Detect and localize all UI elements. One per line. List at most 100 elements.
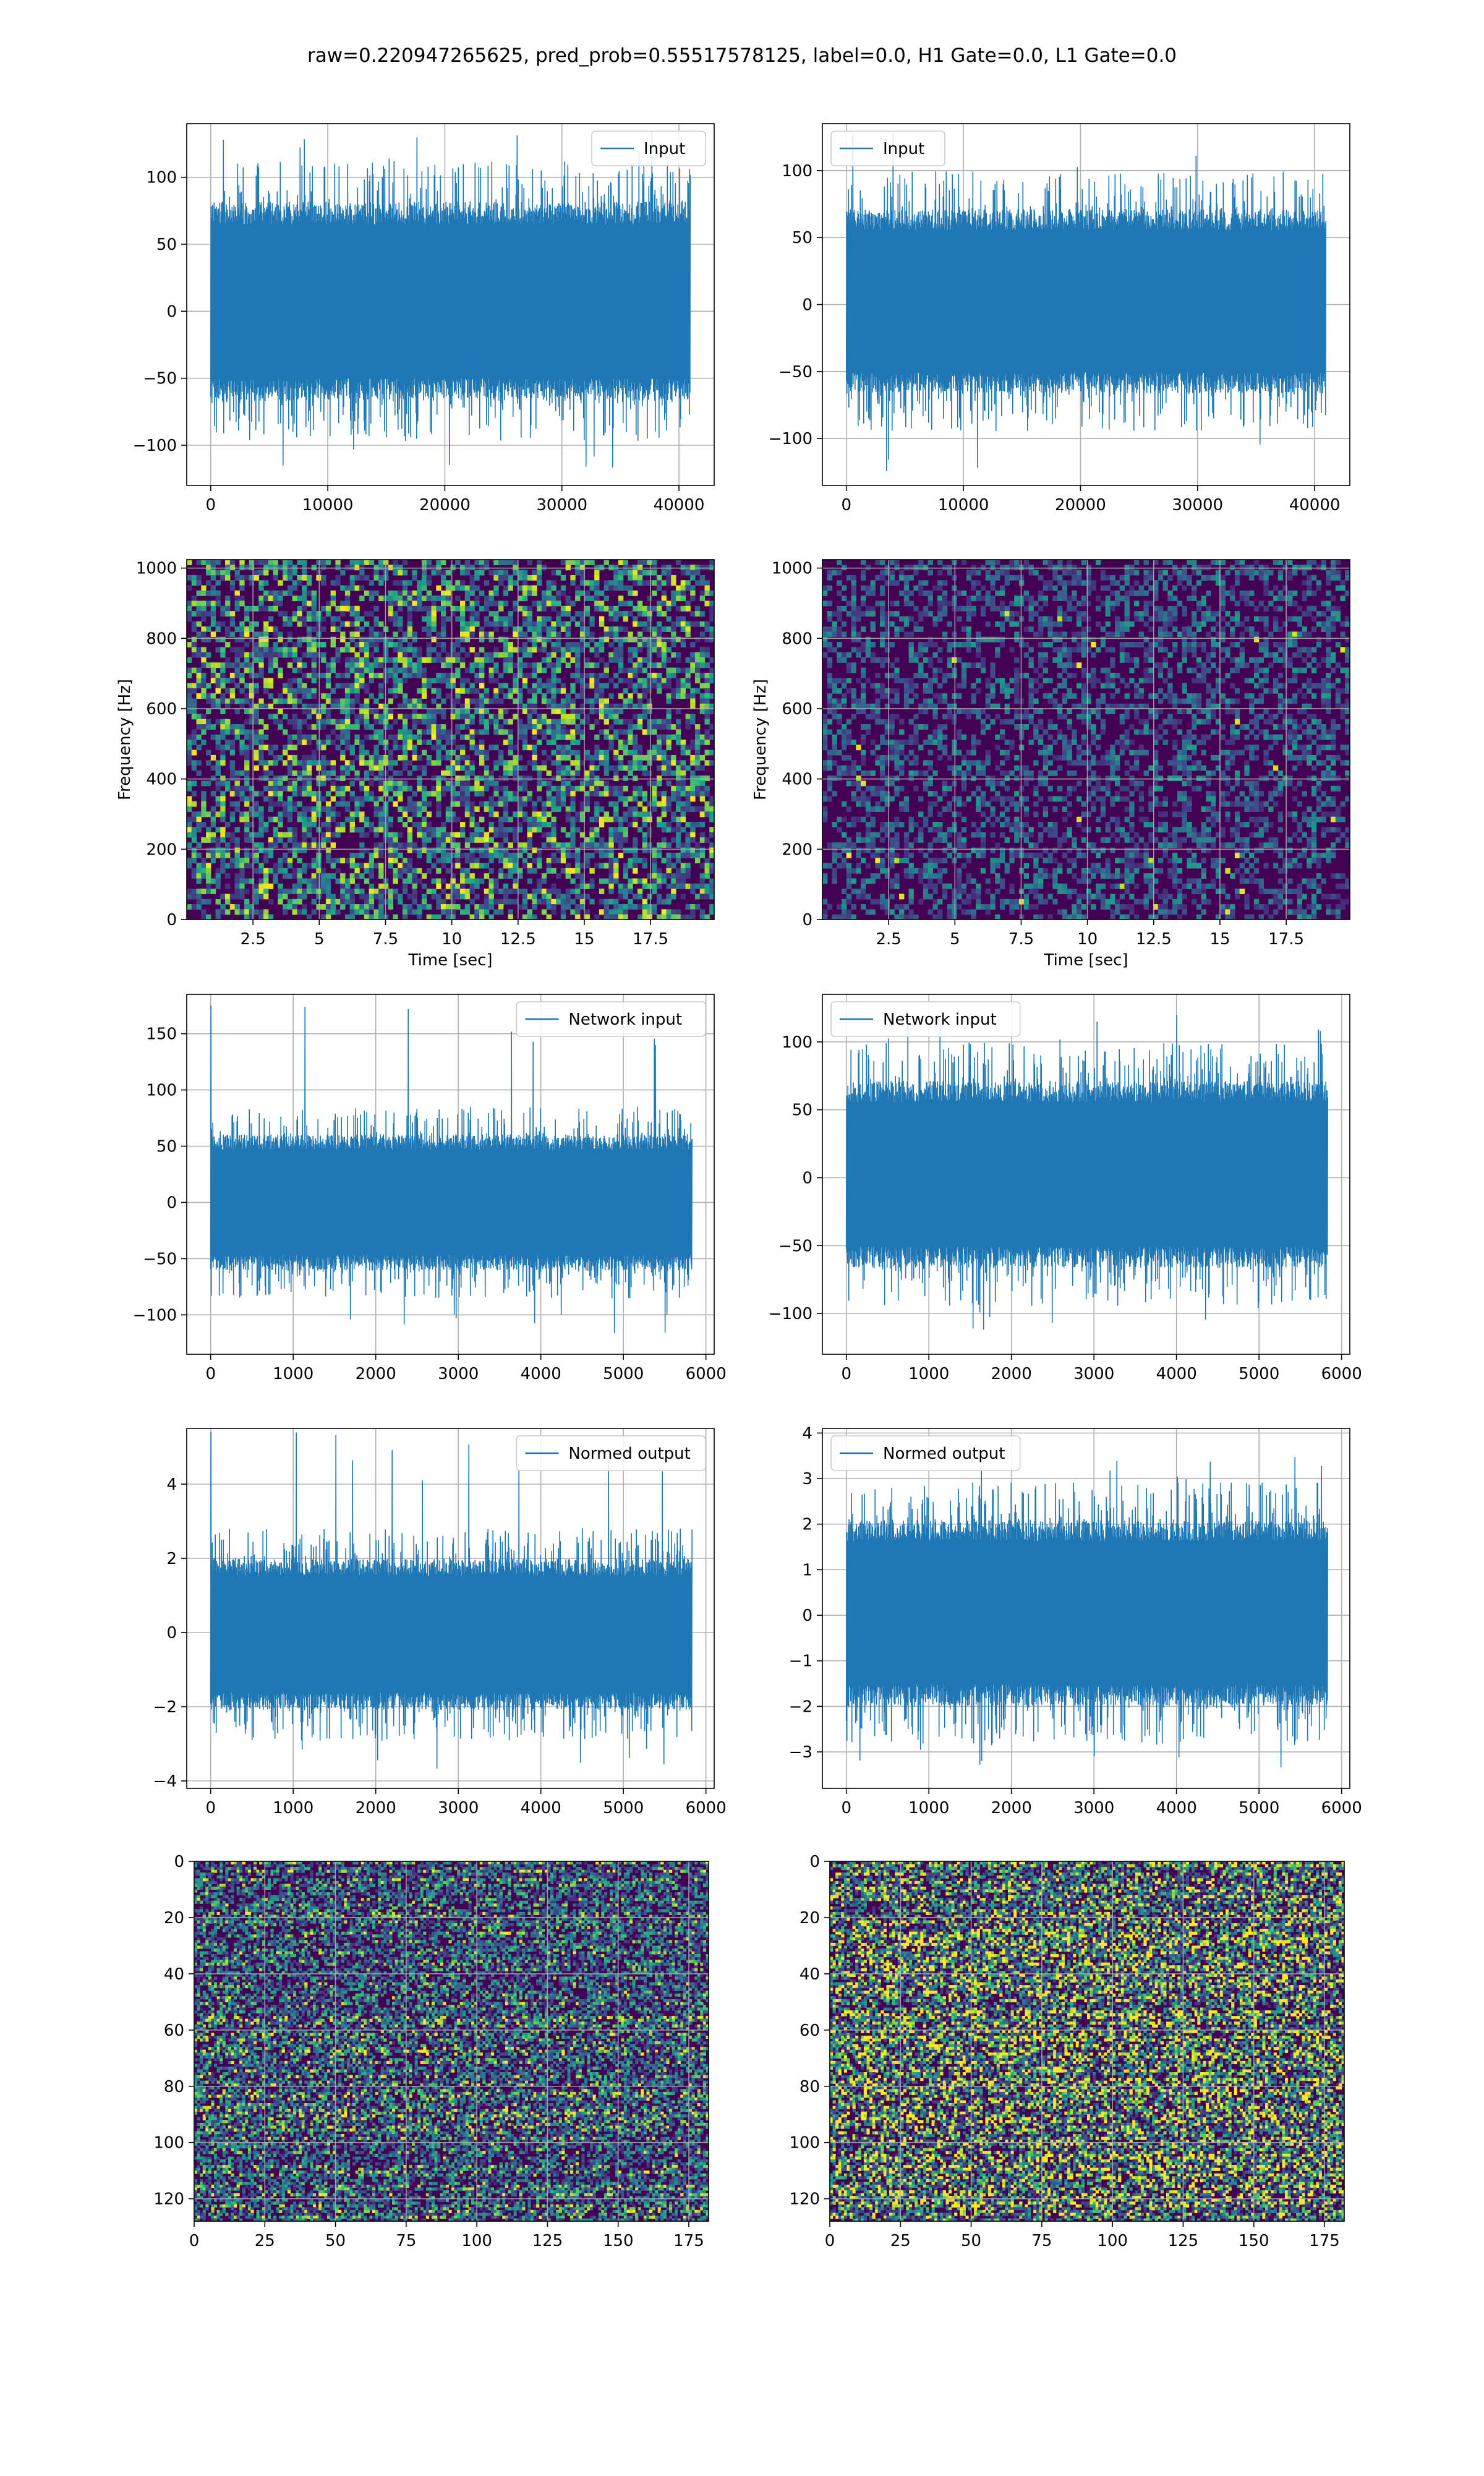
y-tick-label: 0: [166, 302, 177, 321]
x-tick-label: 4000: [521, 1799, 561, 1817]
x-axis-label: Time [sec]: [1043, 951, 1128, 970]
y-tick-label: −50: [143, 370, 177, 388]
x-tick-label: 75: [1031, 2232, 1052, 2250]
y-tick-label: 40: [800, 1965, 820, 1984]
y-tick-label: −4: [153, 1772, 177, 1791]
y-tick-label: −50: [778, 1237, 812, 1255]
legend-label: Network input: [568, 1010, 682, 1029]
y-tick-label: 50: [792, 1101, 812, 1120]
x-tick-label: 10: [441, 930, 462, 949]
y-tick-label: 400: [782, 771, 812, 789]
figure-title: raw=0.220947265625, pred_prob=0.55517578…: [307, 45, 1177, 67]
x-tick-label: 10: [1077, 930, 1098, 949]
x-tick-label: 10000: [938, 496, 989, 514]
y-tick-label: 2: [166, 1550, 177, 1568]
y-tick-label: 0: [166, 1193, 177, 1212]
x-tick-label: 5000: [603, 1799, 644, 1817]
x-tick-label: 17.5: [1268, 930, 1304, 949]
x-tick-label: 0: [205, 496, 216, 514]
y-tick-label: 0: [809, 1853, 820, 1871]
legend-label: Input: [644, 140, 685, 158]
x-tick-label: 7.5: [373, 930, 398, 949]
y-tick-label: −100: [769, 430, 812, 448]
x-tick-label: 25: [255, 2232, 275, 2250]
x-tick-label: 30000: [1172, 496, 1223, 514]
legend-label: Network input: [883, 1010, 997, 1029]
x-tick-label: 3000: [438, 1365, 479, 1383]
x-tick-label: 0: [205, 1365, 216, 1383]
legend: Normed output: [516, 1436, 706, 1471]
y-tick-label: −100: [133, 437, 177, 455]
y-tick-label: 80: [800, 2078, 820, 2096]
y-tick-label: 120: [153, 2190, 184, 2209]
y-tick-label: 150: [146, 1025, 177, 1044]
y-tick-label: 20: [800, 1909, 820, 1927]
y-tick-label: 60: [164, 2021, 184, 2040]
y-tick-label: 0: [174, 1853, 184, 1871]
y-tick-label: 200: [146, 840, 177, 859]
y-tick-label: 100: [789, 2134, 820, 2153]
x-tick-label: 17.5: [633, 930, 668, 949]
x-tick-label: 10000: [302, 496, 354, 514]
y-tick-label: 0: [802, 1169, 812, 1187]
y-tick-label: 100: [782, 162, 812, 181]
y-tick-label: −50: [143, 1250, 177, 1268]
x-tick-label: 15: [574, 930, 594, 949]
series-core-band: [846, 1542, 1328, 1685]
y-tick-label: 120: [789, 2190, 820, 2209]
y-tick-label: −100: [133, 1306, 177, 1325]
series-core-band: [846, 230, 1326, 372]
y-tick-label: 100: [153, 2134, 184, 2153]
x-tick-label: 12.5: [1136, 930, 1172, 949]
x-tick-label: 150: [603, 2232, 634, 2250]
y-tick-label: 800: [782, 630, 812, 648]
series-core-band: [211, 1150, 692, 1255]
x-tick-label: 12.5: [500, 930, 536, 949]
legend: Normed output: [831, 1436, 1020, 1471]
x-tick-label: 6000: [1321, 1365, 1362, 1383]
y-tick-label: −50: [778, 363, 812, 382]
x-tick-label: 40000: [1289, 496, 1341, 514]
x-tick-label: 25: [890, 2232, 911, 2250]
y-tick-label: 100: [146, 169, 177, 187]
series-core-band: [846, 1102, 1328, 1246]
x-tick-label: 0: [841, 496, 851, 514]
x-tick-label: 5000: [1239, 1365, 1279, 1383]
y-tick-label: 0: [802, 911, 812, 929]
x-tick-label: 6000: [686, 1799, 727, 1817]
x-tick-label: 5000: [603, 1365, 644, 1383]
y-tick-label: −2: [789, 1697, 812, 1716]
y-tick-label: −1: [789, 1652, 812, 1671]
x-tick-label: 20000: [419, 496, 471, 514]
y-tick-label: 0: [802, 296, 812, 315]
legend-label: Normed output: [883, 1445, 1005, 1463]
x-tick-label: 50: [325, 2232, 346, 2250]
x-tick-label: 6000: [1321, 1799, 1362, 1817]
y-tick-label: 80: [164, 2078, 184, 2096]
y-tick-label: 0: [802, 1607, 812, 1625]
x-tick-label: 20000: [1055, 496, 1106, 514]
x-tick-label: 2.5: [876, 930, 901, 949]
x-tick-label: 0: [189, 2232, 200, 2250]
series-core-band: [211, 1576, 692, 1693]
y-tick-label: 100: [782, 1033, 812, 1052]
y-tick-label: −2: [153, 1698, 177, 1717]
